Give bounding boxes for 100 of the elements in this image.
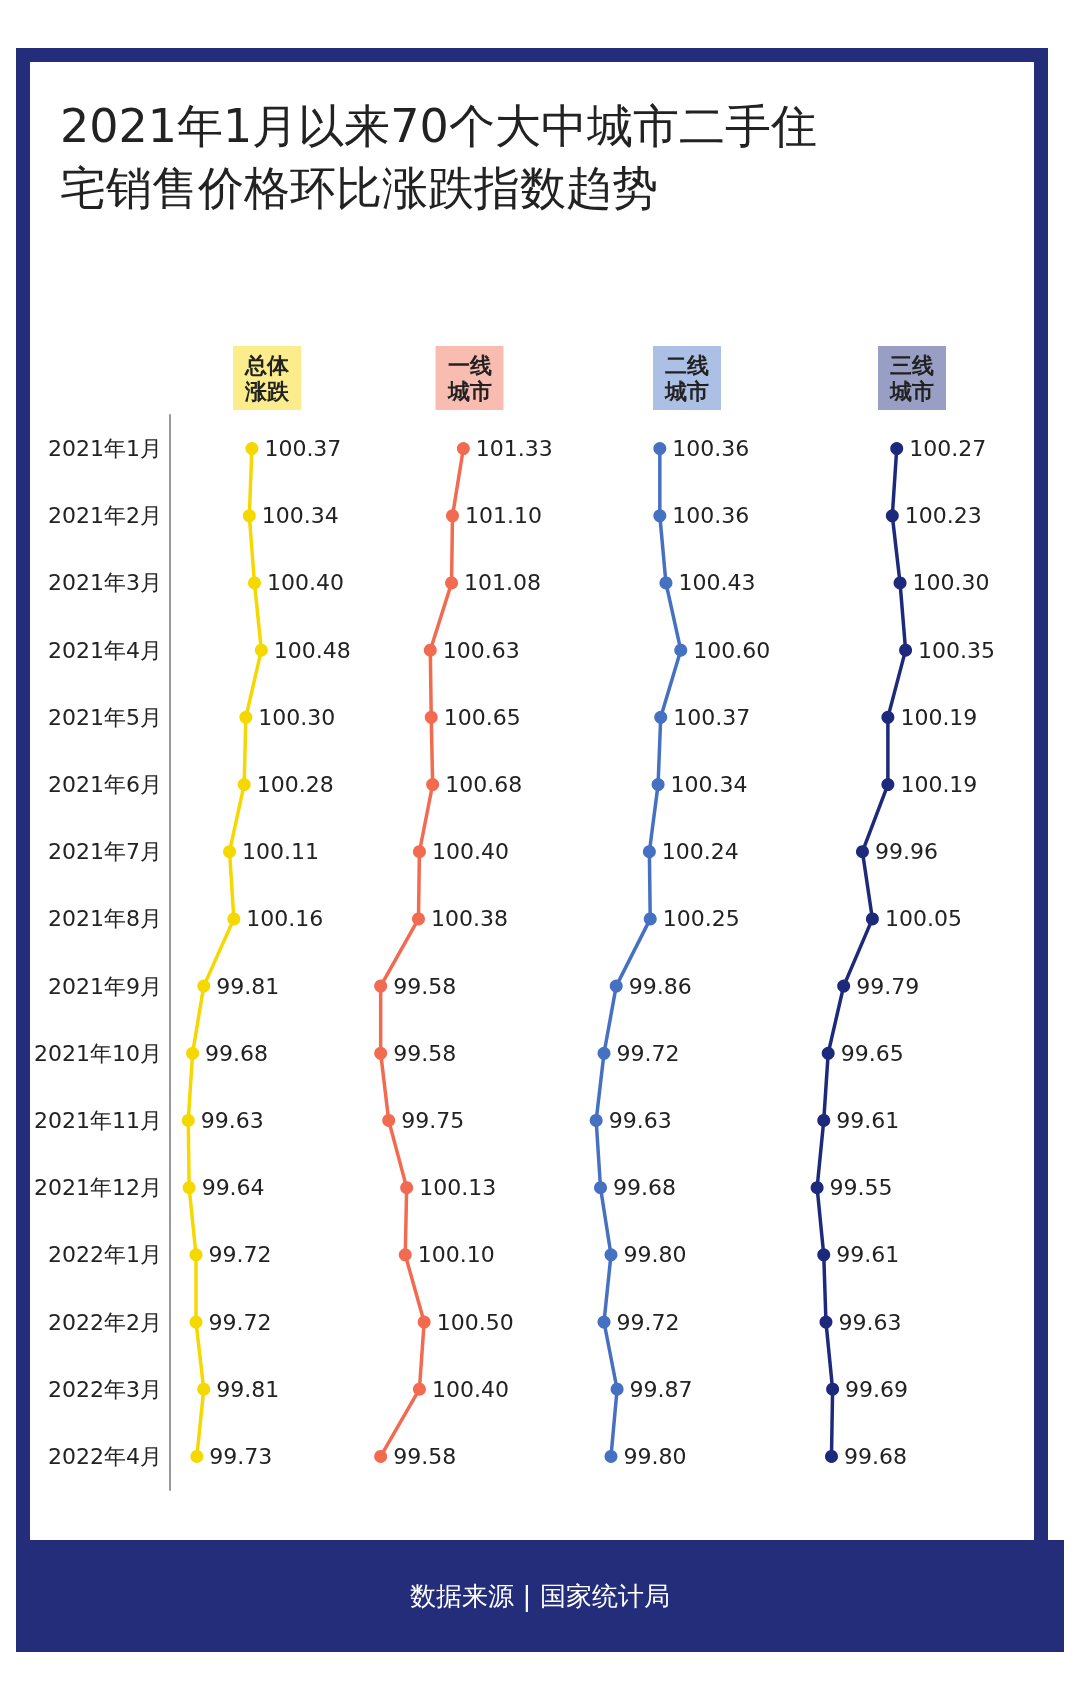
- data-label: 100.63: [442, 637, 520, 663]
- point: [674, 643, 688, 657]
- point: [247, 576, 261, 590]
- point: [245, 442, 259, 456]
- data-label: 99.81: [216, 973, 280, 999]
- point: [817, 1248, 831, 1262]
- point: [817, 1113, 831, 1127]
- data-label: 99.63: [200, 1107, 264, 1133]
- data-label: 101.33: [475, 436, 553, 462]
- data-label: 99.72: [616, 1309, 680, 1335]
- data-label: 100.13: [419, 1175, 497, 1201]
- y-tick-label: 2022年1月: [48, 1242, 162, 1268]
- point: [589, 1113, 603, 1127]
- data-label: 99.96: [874, 839, 938, 865]
- data-label: 99.68: [843, 1443, 907, 1469]
- data-label: 100.23: [904, 503, 982, 529]
- data-label: 99.73: [209, 1443, 273, 1469]
- data-label: 99.80: [623, 1443, 687, 1469]
- data-label: 100.37: [264, 436, 342, 462]
- point: [456, 442, 470, 456]
- y-tick-label: 2021年5月: [48, 704, 162, 730]
- point: [189, 1248, 203, 1262]
- point: [239, 710, 253, 724]
- data-label: 100.25: [662, 906, 740, 932]
- point: [181, 1113, 195, 1127]
- point: [881, 778, 895, 792]
- data-label: 99.61: [836, 1107, 900, 1133]
- point: [197, 1382, 211, 1396]
- data-label: 99.58: [393, 1443, 457, 1469]
- data-label: 99.86: [628, 973, 692, 999]
- data-label: 99.79: [856, 973, 920, 999]
- point: [594, 1181, 608, 1195]
- data-label: 99.87: [629, 1376, 693, 1402]
- y-tick-label: 2022年4月: [48, 1443, 162, 1469]
- data-label: 100.60: [693, 637, 771, 663]
- point: [604, 1449, 618, 1463]
- data-label: 100.16: [246, 906, 324, 932]
- data-label: 100.05: [884, 906, 962, 932]
- point: [400, 1181, 414, 1195]
- data-label: 99.63: [838, 1309, 902, 1335]
- point: [890, 442, 904, 456]
- y-tick-label: 2021年9月: [48, 973, 162, 999]
- point: [893, 576, 907, 590]
- data-label: 100.43: [678, 570, 756, 596]
- point: [254, 643, 268, 657]
- y-tick-label: 2021年12月: [34, 1175, 162, 1201]
- data-label: 100.40: [266, 570, 344, 596]
- data-label: 99.72: [208, 1309, 272, 1335]
- point: [821, 1046, 835, 1060]
- y-tick-label: 2022年2月: [48, 1309, 162, 1335]
- chart-subtitle: 总体涨跌: [244, 352, 290, 404]
- point: [382, 1113, 396, 1127]
- data-label: 100.30: [912, 570, 990, 596]
- data-label: 100.36: [672, 436, 750, 462]
- point: [445, 576, 459, 590]
- data-label: 99.58: [393, 973, 457, 999]
- point: [227, 912, 241, 926]
- data-label: 100.65: [443, 704, 521, 730]
- data-label: 100.28: [256, 772, 334, 798]
- point: [374, 979, 388, 993]
- data-label: 100.27: [909, 436, 987, 462]
- point: [182, 1181, 196, 1195]
- point: [374, 1449, 388, 1463]
- point: [237, 778, 251, 792]
- point: [223, 845, 237, 859]
- y-tick-label: 2021年1月: [48, 436, 162, 462]
- data-label: 100.48: [273, 637, 351, 663]
- data-label: 99.80: [623, 1242, 687, 1268]
- point: [423, 643, 437, 657]
- data-label: 99.81: [216, 1376, 280, 1402]
- y-tick-label: 2021年8月: [48, 906, 162, 932]
- point: [810, 1181, 824, 1195]
- data-label: 100.11: [242, 839, 320, 865]
- y-tick-label: 2021年4月: [48, 637, 162, 663]
- point: [186, 1046, 200, 1060]
- data-label: 100.40: [431, 839, 509, 865]
- data-label: 100.37: [673, 704, 751, 730]
- data-label: 100.24: [661, 839, 739, 865]
- point: [855, 845, 869, 859]
- source-note: 数据来源 | 国家统计局: [16, 1540, 1064, 1652]
- chart-subtitle: 二线城市: [664, 352, 709, 404]
- text: 2021年1月以来70个大中城市二手住宅销售价格环比涨跌指数趋势: [60, 98, 818, 217]
- data-label: 99.72: [616, 1040, 680, 1066]
- data-label: 100.19: [900, 772, 978, 798]
- data-label: 100.34: [261, 503, 339, 529]
- y-tick-label: 2021年2月: [48, 503, 162, 529]
- point: [651, 778, 665, 792]
- point: [609, 979, 623, 993]
- point: [597, 1315, 611, 1329]
- y-tick-label: 2021年3月: [48, 570, 162, 596]
- point: [604, 1248, 618, 1262]
- point: [654, 710, 668, 724]
- point: [865, 912, 879, 926]
- y-tick-label: 2021年6月: [48, 772, 162, 798]
- data-label: 100.34: [670, 772, 748, 798]
- point: [885, 509, 899, 523]
- chart-subtitle: 三线城市: [889, 352, 934, 404]
- chart-subtitle: 一线城市: [446, 352, 492, 404]
- point: [398, 1248, 412, 1262]
- data-label: 100.36: [672, 503, 750, 529]
